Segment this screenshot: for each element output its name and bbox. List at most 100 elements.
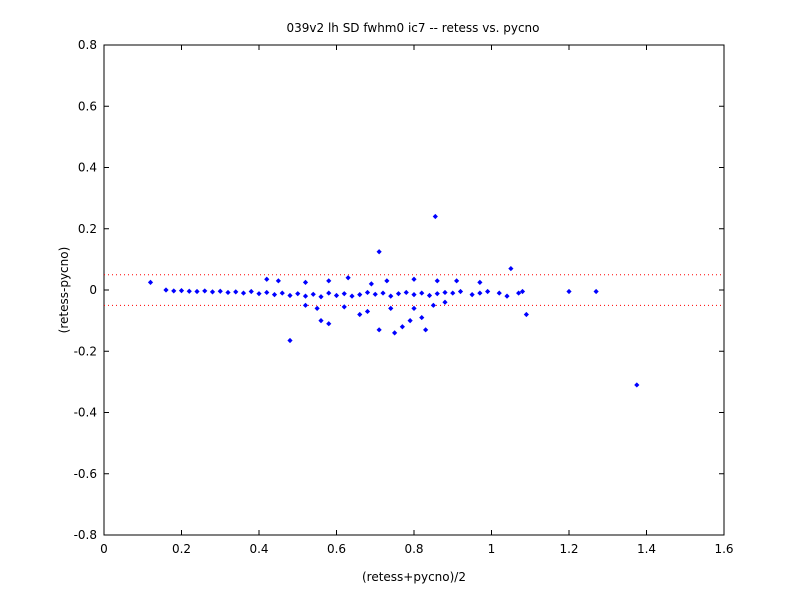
data-point bbox=[407, 318, 413, 324]
data-point bbox=[345, 275, 351, 281]
data-point bbox=[326, 321, 332, 327]
x-tick-label: 1.4 bbox=[637, 542, 656, 556]
data-point bbox=[264, 276, 270, 282]
data-point bbox=[318, 318, 324, 324]
data-point bbox=[302, 302, 309, 308]
data-point bbox=[287, 292, 293, 299]
data-point bbox=[634, 382, 640, 388]
data-point bbox=[454, 278, 460, 284]
data-point bbox=[399, 324, 405, 330]
data-point bbox=[341, 291, 347, 297]
x-axis-label: (retess+pycno)/2 bbox=[362, 570, 466, 584]
reference-lines bbox=[104, 274, 724, 306]
data-point bbox=[423, 327, 429, 333]
data-point bbox=[469, 291, 475, 298]
y-axis-ticks: -0.8 -0.6 -0.4 -0.2 0 0.2 0.4 0.6 0.8 bbox=[74, 38, 724, 542]
data-point bbox=[411, 291, 417, 298]
y-tick-label: -0.6 bbox=[74, 467, 97, 481]
data-point bbox=[233, 289, 239, 295]
data-point bbox=[171, 288, 177, 294]
x-tick-label: 0.6 bbox=[327, 542, 346, 556]
data-point bbox=[496, 290, 502, 296]
y-axis-label: (retess-pycno) bbox=[57, 247, 71, 334]
x-tick-label: 1 bbox=[488, 542, 496, 556]
data-point bbox=[508, 265, 514, 272]
data-point bbox=[519, 288, 526, 295]
data-point bbox=[477, 290, 483, 296]
y-tick-label: -0.2 bbox=[74, 344, 97, 358]
data-point bbox=[364, 308, 371, 315]
data-point bbox=[186, 288, 192, 294]
y-tick-label: 0.6 bbox=[78, 99, 97, 113]
data-point bbox=[504, 293, 510, 299]
data-point bbox=[411, 276, 417, 282]
x-axis-ticks: 0 0.2 0.4 0.6 0.8 1 1.2 1.4 1.6 bbox=[100, 45, 734, 556]
y-tick-label: 0 bbox=[89, 283, 97, 297]
data-point bbox=[256, 291, 262, 297]
data-point bbox=[392, 330, 398, 336]
x-tick-label: 1.6 bbox=[714, 542, 733, 556]
data-point bbox=[442, 289, 448, 296]
data-point bbox=[194, 288, 200, 295]
data-point bbox=[248, 288, 254, 295]
y-tick-label: -0.4 bbox=[74, 406, 97, 420]
data-point bbox=[593, 288, 599, 295]
y-tick-label: 0.8 bbox=[78, 38, 97, 52]
data-point bbox=[419, 290, 425, 296]
data-point bbox=[384, 278, 390, 284]
data-point bbox=[217, 288, 223, 294]
x-tick-label: 0 bbox=[100, 542, 108, 556]
data-point bbox=[279, 290, 285, 296]
data-point bbox=[163, 287, 169, 293]
data-point bbox=[566, 288, 572, 295]
data-point bbox=[302, 293, 309, 299]
y-tick-label: 0.4 bbox=[78, 161, 97, 175]
data-point bbox=[364, 289, 371, 296]
data-point bbox=[434, 291, 440, 297]
x-tick-label: 0.8 bbox=[404, 542, 423, 556]
data-point bbox=[209, 289, 216, 295]
data-point bbox=[485, 288, 491, 295]
data-point bbox=[357, 291, 363, 298]
data-point bbox=[275, 278, 281, 284]
data-point bbox=[326, 290, 332, 296]
data-point bbox=[333, 292, 340, 299]
data-points bbox=[147, 213, 640, 388]
data-point bbox=[523, 311, 529, 318]
data-point bbox=[287, 337, 293, 344]
data-point bbox=[426, 292, 433, 299]
y-tick-label: 0.2 bbox=[78, 222, 97, 236]
data-point bbox=[271, 291, 278, 298]
data-point bbox=[295, 291, 301, 297]
data-point bbox=[178, 288, 185, 294]
data-point bbox=[314, 305, 320, 311]
data-point bbox=[349, 293, 355, 299]
y-tick-label: -0.8 bbox=[74, 528, 97, 542]
data-point bbox=[376, 249, 382, 255]
chart-title: 039v2 lh SD fwhm0 ic7 -- retess vs. pycn… bbox=[286, 21, 539, 35]
data-point bbox=[388, 293, 394, 299]
data-point bbox=[368, 281, 374, 287]
data-point bbox=[419, 314, 425, 321]
data-point bbox=[202, 288, 208, 294]
data-point bbox=[430, 302, 436, 308]
data-point bbox=[376, 327, 382, 333]
data-point bbox=[302, 279, 309, 285]
x-tick-label: 1.2 bbox=[559, 542, 578, 556]
data-point bbox=[395, 291, 402, 297]
data-point bbox=[450, 290, 456, 296]
data-point bbox=[240, 290, 247, 296]
data-point bbox=[457, 288, 464, 295]
data-point bbox=[388, 305, 394, 311]
data-point bbox=[341, 304, 347, 310]
data-point bbox=[411, 305, 417, 311]
data-point bbox=[225, 289, 231, 296]
data-point bbox=[434, 278, 440, 284]
data-point bbox=[477, 279, 483, 285]
data-point bbox=[372, 291, 378, 297]
data-point bbox=[357, 311, 363, 318]
data-point bbox=[326, 278, 332, 284]
x-tick-label: 0.4 bbox=[249, 542, 268, 556]
data-point bbox=[380, 290, 386, 296]
